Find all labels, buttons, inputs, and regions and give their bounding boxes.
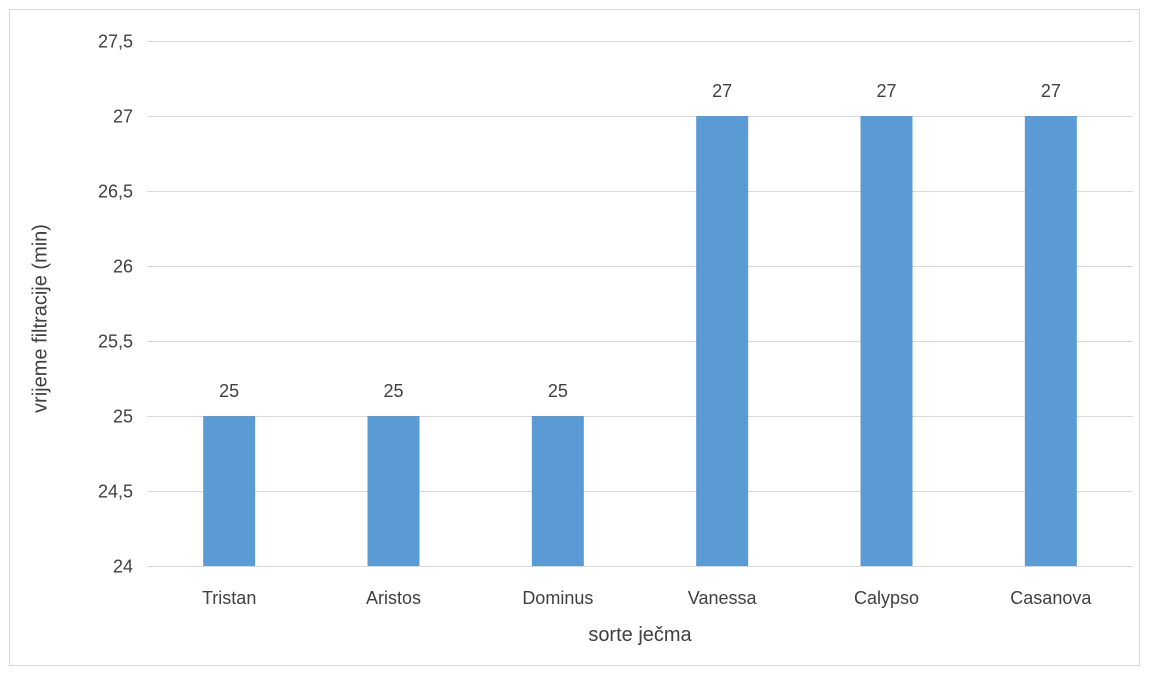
x-tick-label: Dominus	[522, 588, 593, 608]
gridlines	[147, 41, 1133, 567]
data-label-casanova: 27	[1041, 81, 1061, 101]
y-tick-label: 26	[113, 257, 133, 277]
bar-tristan	[203, 416, 256, 566]
x-tick-label: Casanova	[1010, 588, 1092, 608]
bars	[203, 116, 1077, 566]
x-axis-title: sorte ječma	[588, 624, 692, 646]
data-label-aristos: 25	[383, 381, 403, 401]
bar-casanova	[1024, 116, 1077, 566]
y-axis-title: vrijeme filtracije (min)	[29, 224, 51, 413]
bar-vanessa	[696, 116, 749, 566]
data-label-tristan: 25	[219, 381, 239, 401]
x-tick-label: Aristos	[366, 588, 421, 608]
data-label-dominus: 25	[548, 381, 568, 401]
y-tick-label: 25,5	[98, 332, 133, 352]
y-tick-label: 27	[113, 107, 133, 127]
data-label-calypso: 27	[876, 81, 896, 101]
bar-aristos	[367, 416, 420, 566]
y-tick-label: 24	[113, 557, 133, 577]
x-tick-label: Vanessa	[688, 588, 758, 608]
y-tick-label: 25	[113, 407, 133, 427]
bar-dominus	[531, 416, 584, 566]
data-labels: 25 25 25 27 27 27	[219, 81, 1061, 401]
x-tick-label: Calypso	[854, 588, 919, 608]
y-tick-label: 26,5	[98, 182, 133, 202]
bar-calypso	[860, 116, 913, 566]
x-tick-label: Tristan	[202, 588, 256, 608]
x-axis-ticks: Tristan Aristos Dominus Vanessa Calypso Casan…	[202, 588, 1092, 608]
data-label-vanessa: 27	[712, 81, 732, 101]
y-tick-label: 27,5	[98, 32, 133, 52]
y-tick-label: 24,5	[98, 482, 133, 502]
y-axis-ticks: 24 24,5 25 25,5 26 26,5 27 27,5	[98, 32, 133, 577]
